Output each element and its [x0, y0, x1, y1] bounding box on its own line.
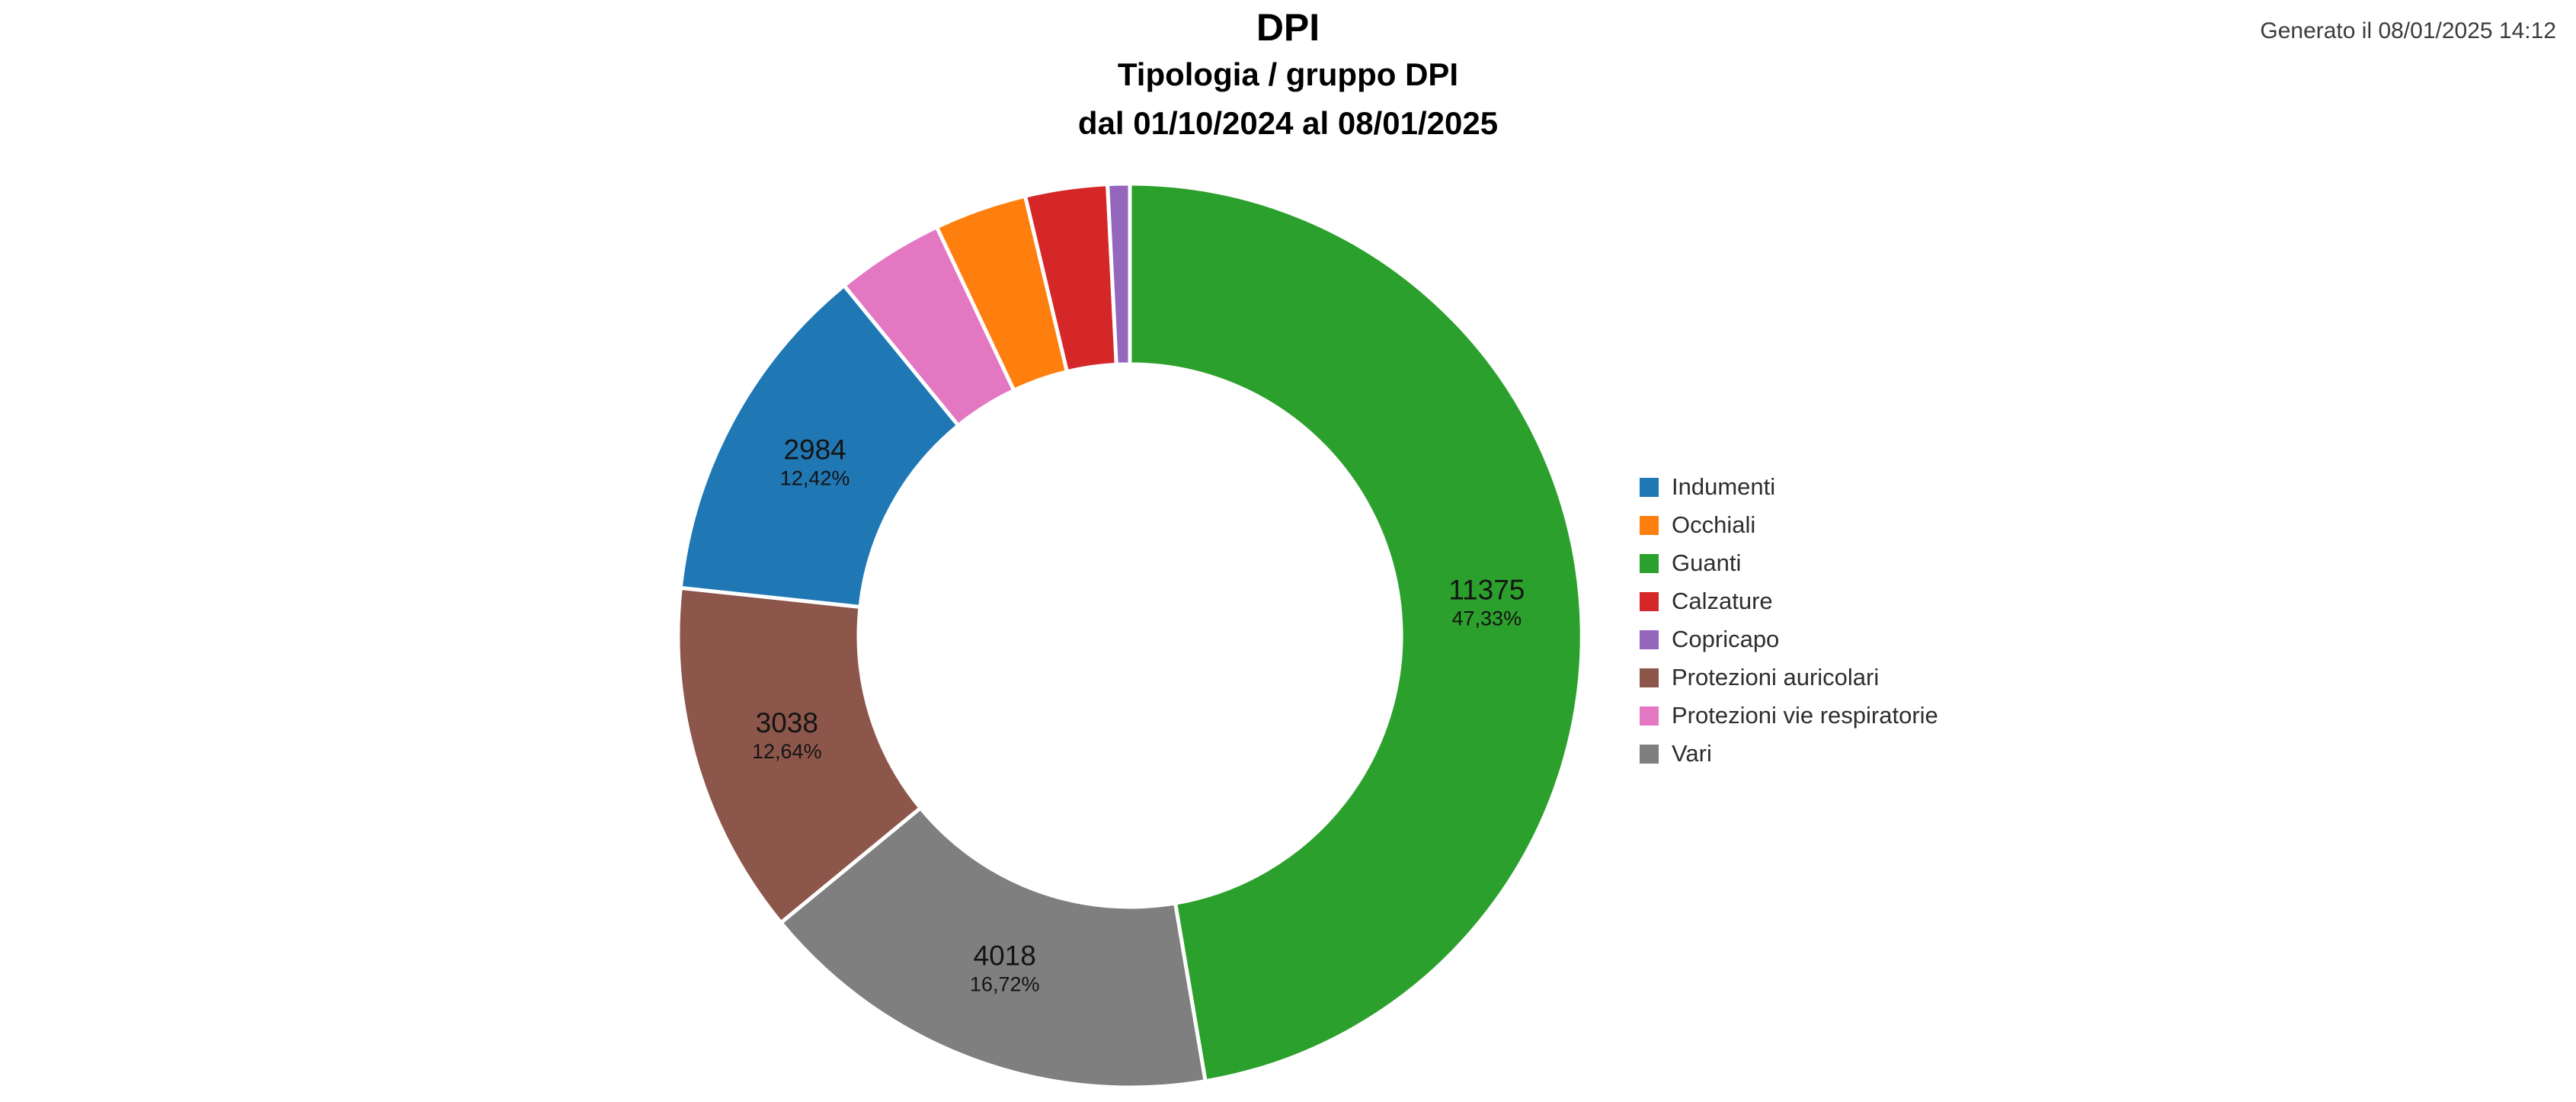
legend-swatch-occhiali — [1640, 515, 1659, 535]
legend-item-vari: Vari — [1640, 735, 1938, 773]
legend-label: Copricapo — [1672, 626, 1780, 652]
legend-swatch-indumenti — [1640, 477, 1659, 497]
legend-swatch-calzature — [1640, 591, 1659, 611]
generated-timestamp: Generato il 08/01/2025 14:12 — [2260, 18, 2556, 43]
donut-slice-protezioni-auricolari — [676, 585, 923, 925]
legend-label: Calzature — [1672, 588, 1773, 614]
legend-item-protezioni-vie-respiratorie: Protezioni vie respiratorie — [1640, 697, 1938, 735]
legend-item-occhiali: Occhiali — [1640, 506, 1938, 544]
donut-slice-indumenti — [678, 284, 961, 609]
slice-pct-label-guanti: 47,33% — [1452, 607, 1522, 630]
slice-pct-label-vari: 16,72% — [970, 972, 1040, 995]
legend-item-copricapo: Copricapo — [1640, 620, 1938, 658]
legend-item-protezioni-auricolari: Protezioni auricolari — [1640, 658, 1938, 697]
legend-item-calzature: Calzature — [1640, 582, 1938, 620]
slice-value-label-guanti: 11375 — [1448, 575, 1525, 606]
legend-label: Guanti — [1672, 549, 1742, 576]
legend-label: Protezioni vie respiratorie — [1672, 702, 1938, 729]
legend-swatch-protezioni-auricolari — [1640, 668, 1659, 687]
donut-slice-copricapo — [1106, 181, 1132, 367]
legend-swatch-vari — [1640, 744, 1659, 764]
page-title: DPI — [1256, 6, 1320, 49]
slice-value-label-indumenti: 2984 — [783, 434, 846, 465]
page-subtitle: Tipologia / gruppo DPI — [1117, 56, 1459, 92]
legend-label: Indumenti — [1672, 473, 1776, 500]
legend-label: Vari — [1672, 740, 1712, 767]
slice-pct-label-protezioni-auricolari: 12,64% — [752, 740, 822, 763]
title-block: DPI Tipologia / gruppo DPI dal 01/10/202… — [0, 5, 2576, 148]
donut-slice-vari — [779, 806, 1208, 1090]
legend-swatch-protezioni-vie-respiratorie — [1640, 706, 1659, 726]
legend-item-guanti: Guanti — [1640, 544, 1938, 582]
page-date-range: dal 01/10/2024 al 08/01/2025 — [1077, 105, 1499, 141]
donut-slice-guanti — [1128, 181, 1584, 1084]
legend-item-indumenti: Indumenti — [1640, 468, 1938, 506]
slice-value-label-vari: 4018 — [974, 940, 1036, 971]
slice-value-label-protezioni-auricolari: 3038 — [756, 707, 818, 738]
legend-label: Protezioni auricolari — [1672, 664, 1880, 690]
legend-swatch-guanti — [1640, 553, 1659, 573]
chart-legend: Indumenti Occhiali Guanti Calzature Copricap… — [1640, 468, 1938, 773]
slice-pct-label-indumenti: 12,42% — [780, 466, 850, 489]
legend-label: Occhiali — [1672, 511, 1756, 538]
legend-swatch-copricapo — [1640, 629, 1659, 649]
